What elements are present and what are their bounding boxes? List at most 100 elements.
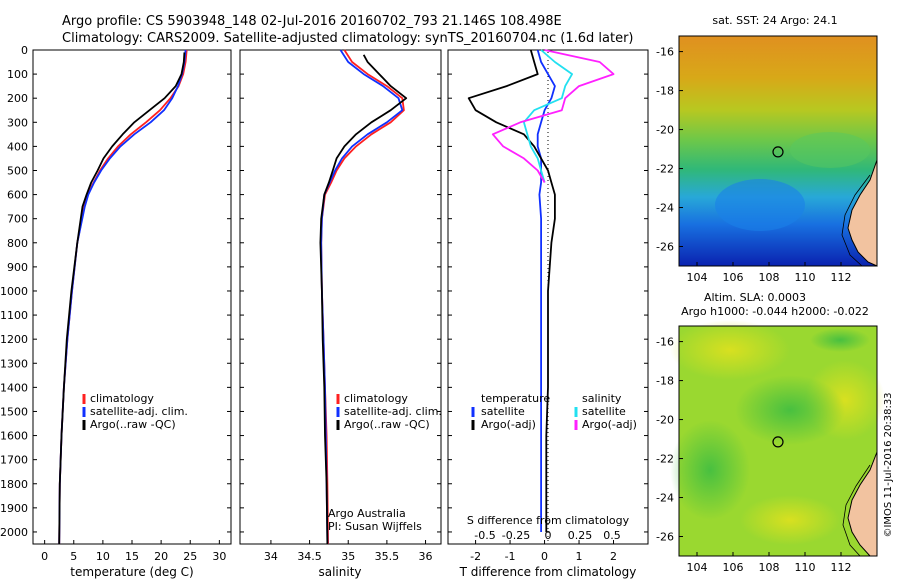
- lon-tick-label: 112: [831, 271, 852, 284]
- x-tick-label: 15: [125, 550, 139, 563]
- sst-cool-eddy: [715, 179, 805, 231]
- x-tick-label: 1: [576, 550, 583, 563]
- depth-tick-label: 300: [7, 116, 28, 129]
- lat-tick-label: -22: [656, 453, 674, 466]
- depth-tick-label: 700: [7, 213, 28, 226]
- depth-tick-label: 500: [7, 164, 28, 177]
- lon-tick-label: 110: [795, 561, 816, 574]
- series-line-satellite: [536, 49, 556, 532]
- difference-gridlines: [448, 49, 648, 533]
- depth-tick-label: 1700: [0, 454, 28, 467]
- x-tick-label: -2: [470, 550, 481, 563]
- coastline: [847, 159, 878, 267]
- copyright-timestamp: ©IMOS 11-Jul-2016 20:38:33: [883, 392, 894, 537]
- depth-tick-label: 1600: [0, 430, 28, 443]
- legend-title-temperature: temperature: [481, 392, 550, 405]
- legend-label-argo: Argo(..raw -QC): [90, 418, 176, 431]
- lon-tick-label: 112: [831, 561, 852, 574]
- depth-tick-label: 1400: [0, 381, 28, 394]
- depth-tick-label: 1900: [0, 502, 28, 515]
- sla-map-title-line1: Altim. SLA: 0.0003: [704, 291, 806, 304]
- lon-tick-label: 108: [759, 271, 780, 284]
- sla-high-3: [740, 495, 840, 545]
- shelf-contour: [842, 464, 871, 557]
- lat-tick-label: -24: [656, 202, 674, 215]
- lat-tick-label: -24: [656, 492, 674, 505]
- t-difference-label: T difference from climatology: [459, 565, 637, 579]
- legend-label-s-satellite: satellite: [582, 405, 626, 418]
- x-tick-label: 0: [541, 550, 548, 563]
- difference-panel: -2 -1 0 1 2 temperature salinity satellite A…: [447, 49, 649, 579]
- annotation-pi: PI: Susan Wijffels: [328, 520, 422, 533]
- s-tick-label: -0.25: [502, 529, 530, 542]
- salinity-gridlines: [240, 49, 441, 533]
- legend-label-satellite: satellite-adj. clim.: [90, 405, 188, 418]
- temperature-legend: climatology satellite-adj. clim. Argo(..…: [82, 392, 188, 431]
- series-line-argo-raw-qc-: [58, 52, 186, 545]
- sla-map-title-line2: Argo h1000: -0.044 h2000: -0.022: [681, 305, 869, 318]
- series-line-satellite: [523, 49, 573, 183]
- depth-tick-label: 0: [21, 44, 28, 57]
- argo-location-marker: [772, 146, 784, 158]
- legend-label-satellite: satellite-adj. clim.: [344, 405, 442, 418]
- depth-tick-label: 1100: [0, 309, 28, 322]
- legend-label-climatology: climatology: [344, 392, 408, 405]
- x-tick-label: 36: [419, 550, 433, 563]
- sla-map-axes: 104 106 108 110 112 -16 -18 -20 -22 -24 -26: [656, 336, 851, 574]
- argo-location-marker: [772, 436, 784, 448]
- legend-label-t-argo: Argo(-adj): [481, 418, 536, 431]
- depth-tick-label: 1500: [0, 405, 28, 418]
- temperature-x-label: temperature (deg C): [70, 565, 193, 579]
- series-line-argo-adj-: [467, 49, 556, 532]
- temperature-x-ticks: 0 5 10 15 20 25 30: [41, 540, 226, 563]
- shelf-contour: [841, 174, 871, 267]
- lat-tick-label: -26: [656, 531, 674, 544]
- depth-tick-label: 800: [7, 237, 28, 250]
- lat-tick-label: -20: [656, 414, 674, 427]
- s-tick-label: 0: [545, 529, 552, 542]
- x-tick-label: -1: [505, 550, 516, 563]
- depth-tick-label: 1000: [0, 285, 28, 298]
- x-tick-label: 35: [341, 550, 355, 563]
- depth-tick-label: 1300: [0, 357, 28, 370]
- x-tick-label: 0: [41, 550, 48, 563]
- depth-tick-label: 900: [7, 261, 28, 274]
- depth-tick-label: 600: [7, 189, 28, 202]
- lat-tick-label: -26: [656, 241, 674, 254]
- lon-tick-label: 106: [723, 271, 744, 284]
- legend-label-argo: Argo(..raw -QC): [344, 418, 430, 431]
- legend-title-salinity: salinity: [582, 392, 622, 405]
- s-tick-label: 0.25: [568, 529, 593, 542]
- lat-tick-label: -18: [656, 85, 674, 98]
- x-tick-label: 30: [212, 550, 226, 563]
- sla-low-1: [735, 375, 845, 445]
- salinity-plot-frame: [239, 49, 442, 545]
- depth-tick-label: 1800: [0, 478, 28, 491]
- sst-map-panel: sat. SST: 24 Argo: 24.1 104 106 108 110 112 -…: [656, 14, 878, 284]
- x-tick-label: 34: [264, 550, 278, 563]
- sla-map-frame: [678, 325, 878, 557]
- x-tick-label: 20: [154, 550, 168, 563]
- sst-map-frame: [678, 35, 878, 267]
- x-tick-label: 5: [70, 550, 77, 563]
- sst-warm-tongue: [790, 132, 870, 168]
- legend-label-climatology: climatology: [90, 392, 154, 405]
- figure-title-line1: Argo profile: CS 5903948_148 02-Jul-2016…: [62, 14, 562, 29]
- depth-tick-label: 100: [7, 68, 28, 81]
- depth-tick-label: 400: [7, 140, 28, 153]
- lat-tick-label: -16: [656, 46, 674, 59]
- sst-map-title: sat. SST: 24 Argo: 24.1: [712, 14, 837, 27]
- temperature-panel: 0100200300400500600700800900100011001200…: [0, 44, 232, 579]
- s-difference-ticks: -0.5 -0.25 0 0.25 0.5: [474, 529, 620, 542]
- sla-low-3: [810, 328, 870, 352]
- temperature-gridlines: [33, 49, 231, 533]
- s-tick-label: -0.5: [474, 529, 495, 542]
- series-line-argo-raw-qc-: [319, 54, 408, 545]
- temperature-series: [58, 49, 188, 545]
- lon-tick-label: 110: [795, 271, 816, 284]
- sst-map-axes: 104 106 108 110 112 -16 -18 -20 -22 -24 -26: [656, 46, 851, 284]
- depth-tick-label: 1200: [0, 333, 28, 346]
- s-difference-label: S difference from climatology: [467, 514, 630, 527]
- sla-high-1: [670, 320, 790, 380]
- salinity-series: [319, 49, 408, 545]
